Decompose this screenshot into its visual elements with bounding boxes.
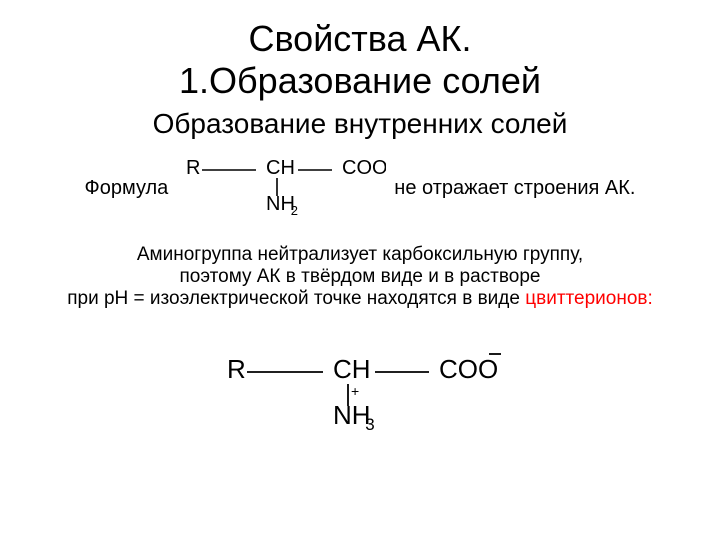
svg-text:R: R: [227, 354, 246, 384]
title-line2: 1.Образование солей: [0, 60, 720, 102]
formula-row: Формула RCHCOOHNH2 не отражает строения …: [0, 156, 720, 220]
chemical-formula-zwitterion: RCHCOONH3+: [215, 346, 505, 436]
svg-text:R: R: [186, 157, 200, 179]
svg-text:+: +: [351, 383, 359, 399]
svg-text:3: 3: [365, 415, 374, 434]
zwitterion-wrap: RCHCOONH3+: [0, 346, 720, 436]
svg-text:CH: CH: [266, 157, 295, 179]
label-formula-right: не отражает строения АК.: [394, 177, 635, 200]
para-highlight: цвиттерионов:: [525, 288, 653, 309]
label-formula-left: Формула: [85, 177, 169, 200]
chemical-formula-neutral: RCHCOOHNH2: [176, 156, 386, 220]
title-block: Свойства АК. 1.Образование солей: [0, 0, 720, 102]
svg-text:COOH: COOH: [342, 157, 386, 179]
title-line1: Свойства АК.: [0, 18, 720, 60]
para-line-3: при рН = изоэлектрической точке находятс…: [67, 288, 525, 309]
para-line-2: поэтому АК в твёрдом виде и в растворе: [180, 266, 541, 287]
svg-text:2: 2: [291, 203, 298, 218]
subtitle: Образование внутренних солей: [0, 108, 720, 140]
explanation-paragraph: Аминогруппа нейтрализует карбоксильную г…: [0, 244, 720, 310]
svg-text:COO: COO: [439, 354, 498, 384]
para-line-1: Аминогруппа нейтрализует карбоксильную г…: [137, 244, 583, 265]
svg-text:CH: CH: [333, 354, 371, 384]
